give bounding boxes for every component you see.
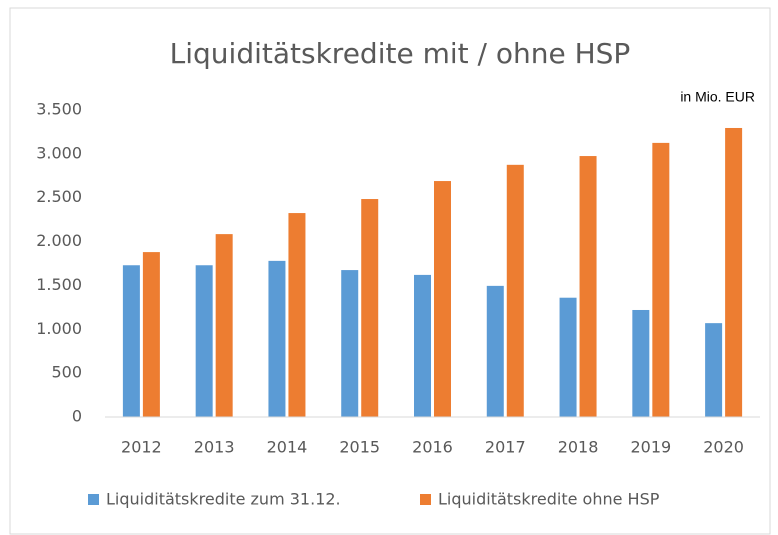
bar xyxy=(632,309,650,417)
chart-title: Liquiditätskredite mit / ohne HSP xyxy=(170,37,631,70)
bar xyxy=(579,156,597,418)
bar xyxy=(486,285,504,417)
x-tick-label: 2013 xyxy=(194,438,235,457)
x-tick-label: 2017 xyxy=(485,438,526,457)
unit-annotation: in Mio. EUR xyxy=(680,89,755,105)
bar xyxy=(122,265,140,417)
bar xyxy=(705,323,723,417)
bar xyxy=(506,164,524,417)
legend-label: Liquiditätskredite ohne HSP xyxy=(438,490,660,509)
bar xyxy=(195,265,213,417)
bar xyxy=(215,234,233,417)
bar xyxy=(725,127,743,417)
y-tick-label: 1.000 xyxy=(36,319,82,338)
bar xyxy=(414,274,431,417)
bar xyxy=(361,199,379,417)
bar xyxy=(142,252,160,417)
chart-border xyxy=(9,7,771,535)
x-tick-label: 2016 xyxy=(412,438,453,457)
bar xyxy=(434,181,451,417)
x-tick-label: 2015 xyxy=(339,438,380,457)
bar xyxy=(559,297,577,417)
x-tick-label: 2018 xyxy=(558,438,599,457)
bar xyxy=(268,260,286,417)
y-tick-label: 2.000 xyxy=(36,231,82,250)
x-tick-label: 2014 xyxy=(267,438,308,457)
legend-swatch xyxy=(420,494,431,505)
legend-swatch xyxy=(88,494,99,505)
y-tick-label: 500 xyxy=(51,363,82,382)
x-tick-label: 2012 xyxy=(121,438,162,457)
y-tick-label: 3.000 xyxy=(36,143,82,162)
y-tick-label: 1.500 xyxy=(36,275,82,294)
y-tick-label: 2.500 xyxy=(36,187,82,206)
y-tick-label: 0 xyxy=(72,407,82,426)
x-tick-label: 2019 xyxy=(630,438,671,457)
legend-label: Liquiditätskredite zum 31.12. xyxy=(106,490,341,509)
x-tick-label: 2020 xyxy=(703,438,744,457)
y-tick-label: 3.500 xyxy=(36,100,82,119)
bar xyxy=(288,213,306,417)
bar xyxy=(341,270,359,417)
bar xyxy=(652,142,670,417)
